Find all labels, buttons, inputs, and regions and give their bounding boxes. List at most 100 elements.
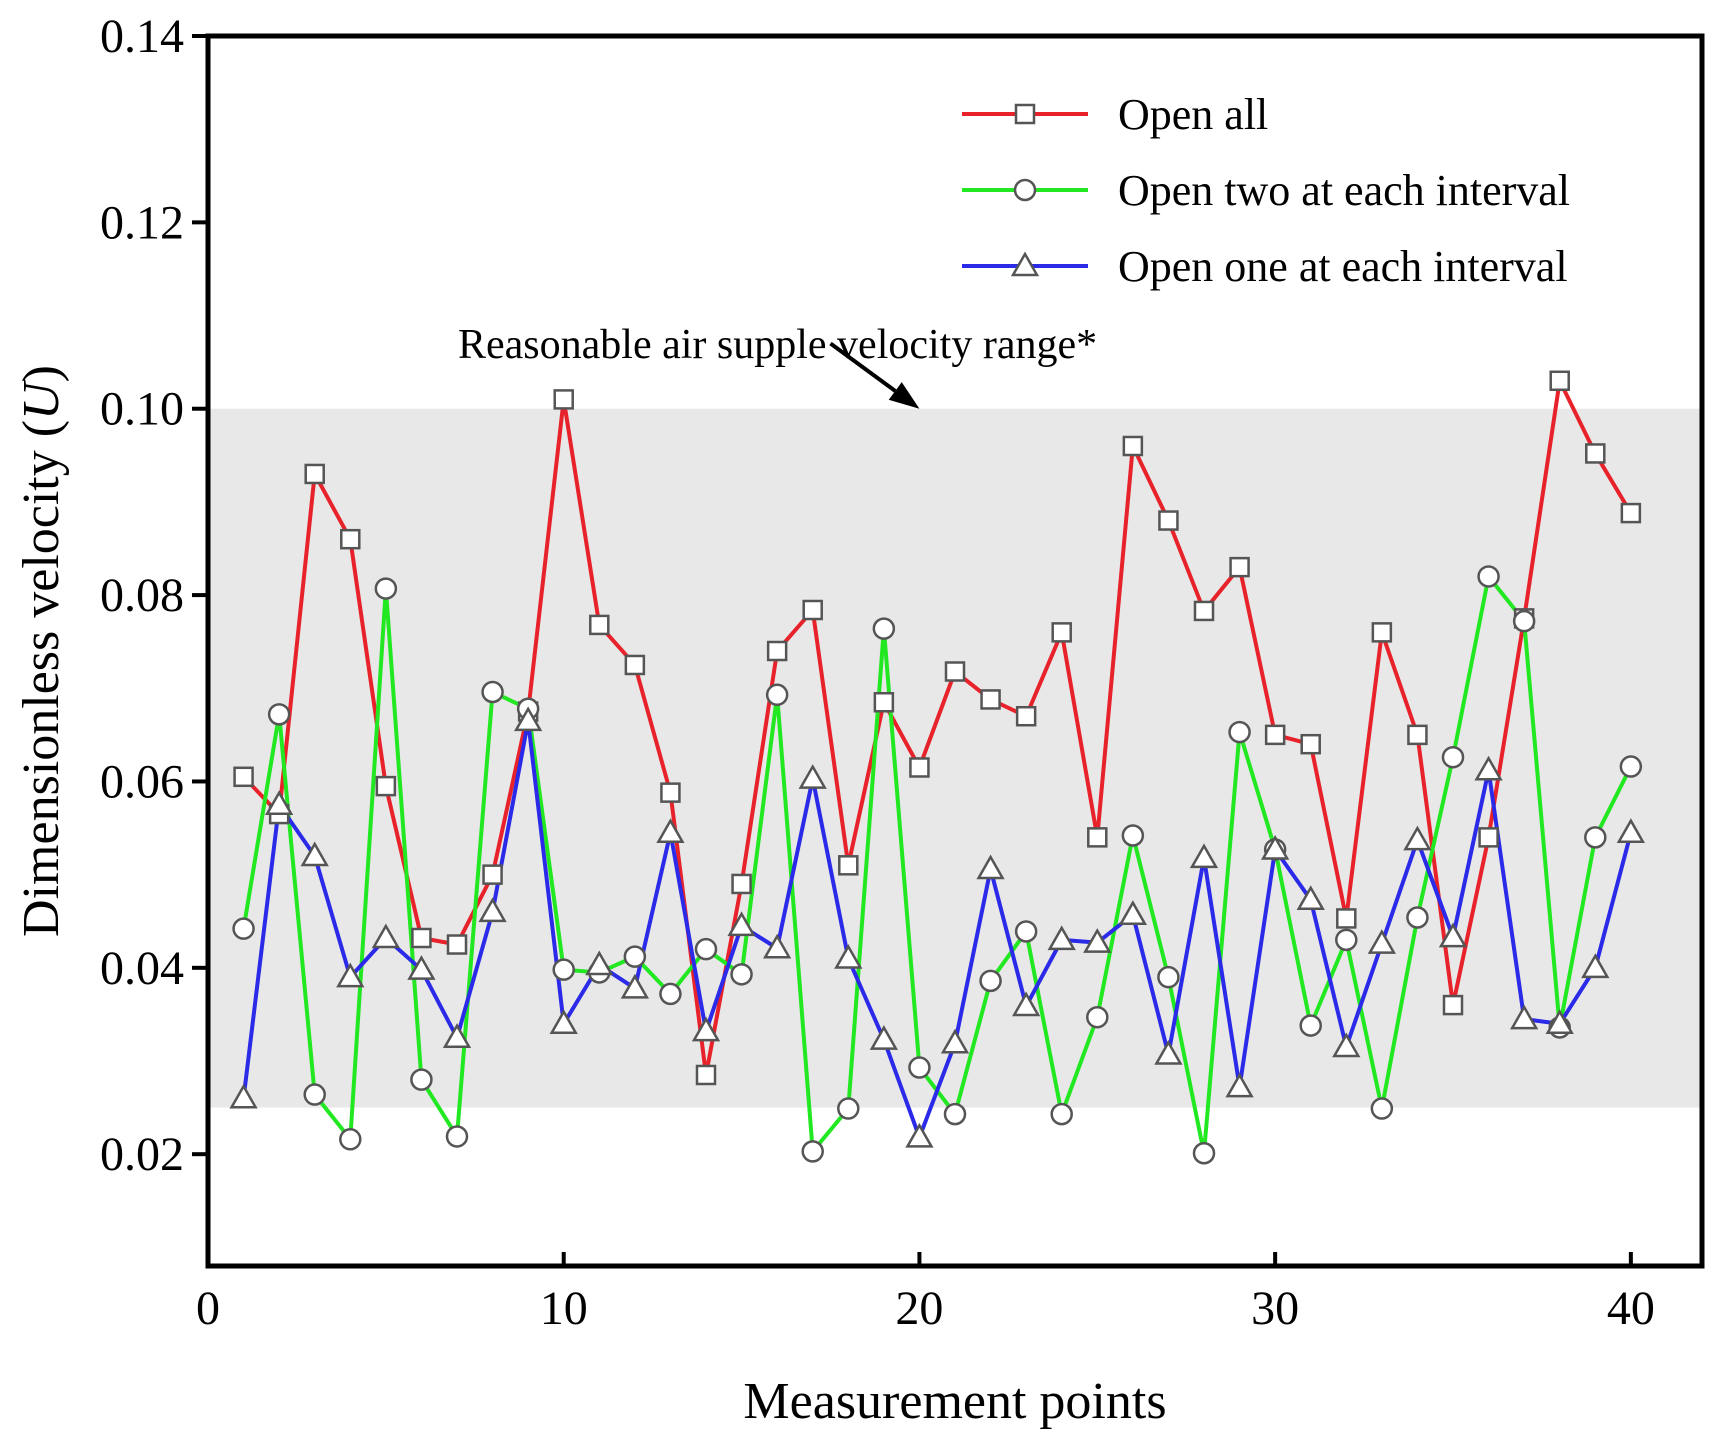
annotation-text: Reasonable air supple velocity range* (458, 322, 1097, 368)
data-point (513, 706, 543, 732)
data-point (1300, 733, 1321, 755)
y-tick-label: 0.04 (100, 942, 184, 995)
data-point (371, 923, 401, 949)
data-point (908, 1056, 931, 1079)
y-tick-label: 0.08 (100, 569, 184, 622)
data-point (1367, 929, 1397, 954)
data-point (304, 463, 325, 485)
data-point (585, 950, 614, 976)
data-point (979, 969, 1002, 993)
y-axis-title-prefix: Dimensionless velocity ( (13, 420, 70, 937)
data-point (267, 703, 291, 726)
data-point (339, 1128, 362, 1151)
y-tick-label: 0.02 (100, 1128, 184, 1181)
legend-marker (1013, 178, 1037, 202)
data-point (1371, 622, 1393, 643)
data-point (694, 937, 718, 961)
data-point (802, 599, 823, 621)
data-point (1189, 843, 1219, 869)
data-point (727, 911, 756, 937)
data-point (909, 757, 930, 778)
data-point (944, 661, 966, 682)
data-point (905, 1122, 934, 1148)
data-point (1616, 818, 1646, 843)
data-point (300, 841, 329, 867)
legend: Open all Open two at each interval Open on… (962, 90, 1570, 291)
plot-frame (205, 33, 1705, 1269)
data-point (232, 917, 255, 940)
data-point (1050, 1102, 1073, 1126)
data-point (1158, 510, 1179, 531)
data-point (1336, 908, 1357, 929)
annotation: Reasonable air supple velocity range* (458, 322, 1097, 409)
data-point (478, 897, 507, 923)
series-3 (241, 718, 1633, 1140)
data-point (762, 933, 792, 959)
data-point (1083, 928, 1112, 953)
x-axis-title: Measurement points (743, 1373, 1166, 1430)
data-point (730, 963, 753, 986)
data-point (1154, 1039, 1183, 1065)
data-point (659, 982, 682, 1006)
series-layer (229, 370, 1646, 1165)
data-point (1407, 724, 1428, 746)
legend-item: Open all (962, 90, 1268, 139)
data-point (407, 955, 436, 980)
data-point (1051, 622, 1072, 643)
data-point (233, 766, 254, 788)
x-tick-label: 40 (1607, 1282, 1655, 1335)
data-point (1192, 1142, 1216, 1165)
data-point (1229, 556, 1250, 578)
y-axis-title-var: U (13, 379, 70, 420)
data-point (1512, 609, 1536, 633)
data-point (1047, 925, 1076, 951)
data-point (1477, 565, 1500, 588)
data-point (229, 1083, 258, 1109)
legend-marker (1010, 251, 1040, 277)
data-point (552, 958, 575, 981)
data-point (798, 764, 827, 789)
data-point (336, 962, 365, 988)
legend-label: Open all (1118, 90, 1268, 139)
data-point (549, 1009, 578, 1034)
axis-ticks: 0 10 20 30 40 0.02 0.04 0.06 0.08 0.10 0.12 0.14 (100, 10, 1655, 1335)
data-point (1014, 920, 1038, 943)
data-point (1228, 720, 1251, 744)
legend-label: Open two at each interval (1118, 166, 1570, 215)
data-point (838, 855, 859, 876)
data-point (1442, 994, 1464, 1016)
series-1-markers (233, 370, 1642, 1086)
data-point (834, 943, 863, 969)
data-point (976, 854, 1005, 880)
data-point (1403, 825, 1432, 851)
data-point (1121, 824, 1145, 847)
data-point (1157, 965, 1180, 989)
data-point (620, 973, 650, 999)
data-point (445, 1125, 469, 1148)
series-line (241, 718, 1633, 1140)
series-2-markers (232, 565, 1643, 1165)
legend-marker (1014, 103, 1036, 125)
data-point (1260, 834, 1290, 860)
data-point (624, 654, 646, 676)
data-point (1015, 705, 1037, 727)
data-point (872, 617, 896, 640)
legend-item: Open two at each interval (962, 166, 1570, 215)
data-point (1296, 885, 1325, 911)
data-point (1225, 1072, 1254, 1098)
data-point (691, 1016, 721, 1042)
reasonable-range-band (208, 408, 1702, 1108)
data-point (1406, 906, 1429, 929)
data-point (553, 389, 574, 410)
data-point (375, 775, 397, 797)
data-point (1438, 922, 1468, 948)
data-point (481, 680, 504, 704)
x-tick-label: 10 (540, 1282, 588, 1335)
data-point (1581, 953, 1610, 979)
data-point (660, 782, 681, 803)
data-point (1332, 1032, 1361, 1058)
data-point (869, 1025, 899, 1050)
data-point (340, 528, 361, 550)
data-point (1509, 1004, 1539, 1030)
